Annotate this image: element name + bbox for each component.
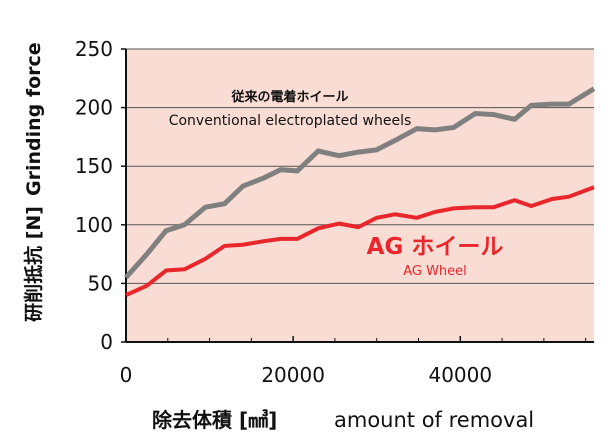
y-tick-label: 100 <box>75 213 113 237</box>
series-label-conventional-en: Conventional electroplated wheels <box>169 113 412 129</box>
series-line-conventional <box>124 86 596 280</box>
x-axis-label-jp: 除去体積 [㎣] <box>152 408 277 432</box>
y-tick-labels: 0 50 100 150 200 250 <box>75 37 126 354</box>
x-axis-label-en: amount of removal <box>334 408 534 432</box>
x-tick-label: 0 <box>120 363 133 387</box>
y-axis-label-jp: 研削抵抗 [N] <box>22 206 45 322</box>
series-line-ag-wheel <box>125 185 595 297</box>
x-tick-label: 20000 <box>261 363 325 387</box>
y-axis-label-en: Grinding force <box>23 42 45 196</box>
x-tick-label: 40000 <box>428 363 492 387</box>
y-tick-label: 200 <box>75 96 113 120</box>
gridlines <box>126 48 594 284</box>
y-tick-label: 0 <box>100 330 113 354</box>
series-label-conventional-jp: 従来の電着ホイール <box>230 89 348 105</box>
y-tick-label: 250 <box>75 37 113 61</box>
plot-area <box>126 49 594 342</box>
x-tick-labels: 0 20000 40000 <box>120 336 587 387</box>
series-lines <box>124 86 596 297</box>
y-tick-label: 50 <box>88 271 113 295</box>
y-tick-label: 150 <box>75 154 113 178</box>
series-label-ag-jp: AG ホイール <box>367 234 504 260</box>
series-label-ag-en: AG Wheel <box>403 264 467 279</box>
